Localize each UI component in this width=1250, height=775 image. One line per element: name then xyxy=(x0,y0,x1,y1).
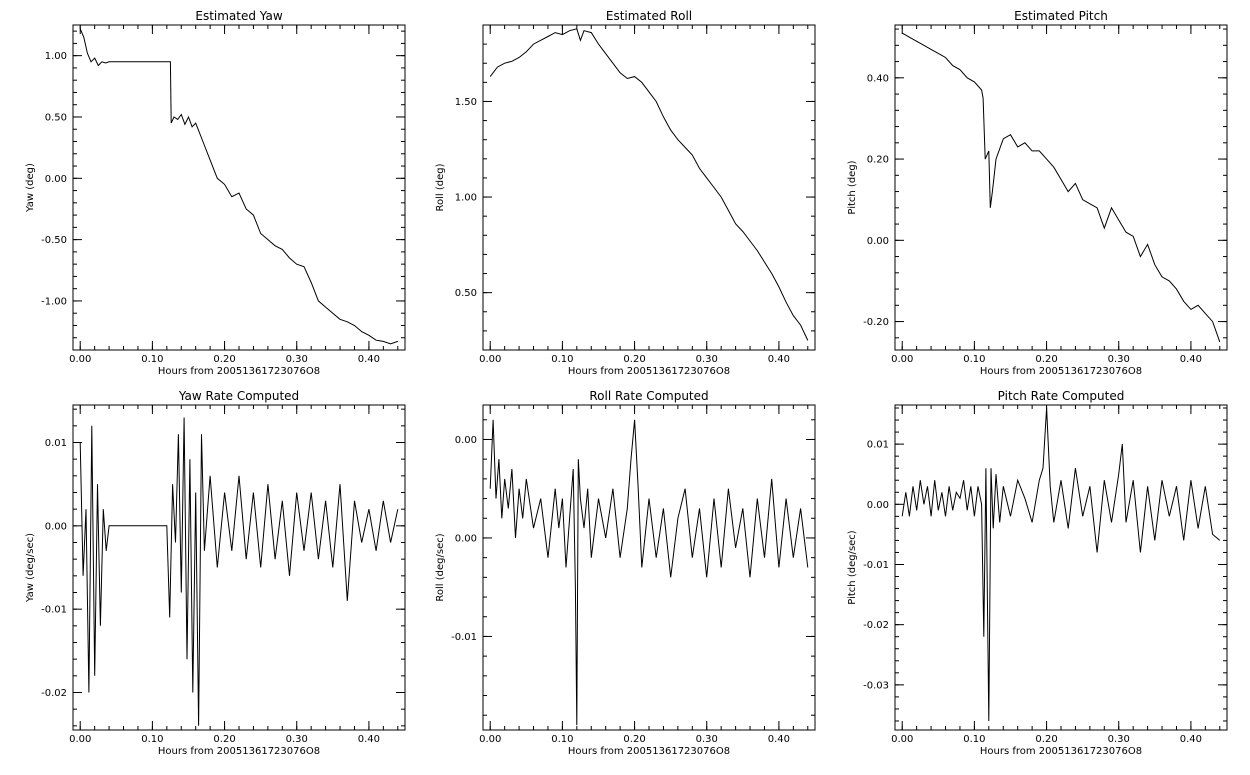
x-tick-label: 0.30 xyxy=(696,354,718,365)
y-tick-label: 0.00 xyxy=(455,533,477,544)
x-tick-label: 0.10 xyxy=(551,734,573,745)
plot-frame xyxy=(894,24,1228,351)
y-tick-label: -0.03 xyxy=(863,680,889,691)
plot-frame xyxy=(482,24,816,351)
x-tick-label: 0.10 xyxy=(963,354,985,365)
y-tick-label: 0.40 xyxy=(867,73,889,84)
y-tick-label: 0.00 xyxy=(45,174,67,185)
x-tick-label: 0.10 xyxy=(141,734,163,745)
plot-title: Estimated Roll xyxy=(606,9,692,23)
series-line xyxy=(489,419,809,726)
subplot-2: 0.00 0.10 0.20 0.30 0.40 0.50 1.00 1.50 Estimate… xyxy=(435,9,816,377)
subplot-6: 0.00 0.10 0.20 0.30 0.40 -0.03 -0.02 -0.01 0.00 0… xyxy=(847,389,1228,757)
x-tick-label: 0.30 xyxy=(696,734,718,745)
x-tick-label: 0.40 xyxy=(1180,734,1202,745)
x-tick-label: 0.00 xyxy=(479,734,501,745)
plot-frame xyxy=(894,404,1228,731)
y-tick-label: -0.50 xyxy=(41,235,67,246)
x-tick-label: 0.20 xyxy=(623,734,645,745)
y-axis-label: Pitch (deg/sec) xyxy=(847,530,858,605)
plot-frame xyxy=(72,404,406,731)
y-tick-label: 1.00 xyxy=(455,193,477,204)
plot-title: Estimated Yaw xyxy=(195,9,282,23)
x-tick-label: 0.00 xyxy=(891,734,913,745)
y-tick-label: -0.02 xyxy=(863,620,889,631)
subplot-1: 0.00 0.10 0.20 0.30 0.40 -1.00 -0.50 0.00 0.50 1.… xyxy=(25,9,406,377)
x-axis-label: Hours from 20051361723076O8 xyxy=(980,366,1142,377)
plot-title: Yaw Rate Computed xyxy=(178,389,299,403)
series-line xyxy=(489,28,809,341)
x-tick-label: 0.30 xyxy=(1108,354,1130,365)
x-tick-label: 0.30 xyxy=(286,734,308,745)
x-tick-label: 0.30 xyxy=(1108,734,1130,745)
y-tick-label: 0.00 xyxy=(867,500,889,511)
y-tick-label: 0.01 xyxy=(867,440,889,451)
y-tick-label: -0.01 xyxy=(451,632,477,643)
subplot-4: 0.00 0.10 0.20 0.30 0.40 -0.02 -0.01 0.00 0.01 Ya… xyxy=(25,389,406,757)
x-tick-label: 0.40 xyxy=(358,354,380,365)
y-tick-label: 0.01 xyxy=(45,438,67,449)
plot-title: Roll Rate Computed xyxy=(589,389,708,403)
subplot-3: 0.00 0.10 0.20 0.30 0.40 -0.20 0.00 0.20 0.40 Est… xyxy=(847,9,1228,377)
y-axis-label: Roll (deg/sec) xyxy=(435,533,446,601)
x-tick-label: 0.40 xyxy=(768,734,790,745)
y-tick-label: 0.00 xyxy=(455,435,477,446)
plot-title: Pitch Rate Computed xyxy=(998,389,1125,403)
x-axis-label: Hours from 20051361723076O8 xyxy=(158,746,320,757)
y-tick-label: -1.00 xyxy=(41,296,67,307)
y-tick-label: 0.00 xyxy=(867,236,889,247)
x-tick-label: 0.40 xyxy=(768,354,790,365)
x-tick-label: 0.40 xyxy=(1180,354,1202,365)
y-axis-label: Roll (deg) xyxy=(435,163,446,211)
x-tick-label: 0.00 xyxy=(479,354,501,365)
y-tick-label: -0.20 xyxy=(863,317,889,328)
y-tick-label: -0.01 xyxy=(863,560,889,571)
series-line xyxy=(901,32,1221,343)
x-tick-label: 0.10 xyxy=(551,354,573,365)
y-tick-label: 0.50 xyxy=(45,112,67,123)
x-tick-label: 0.20 xyxy=(213,354,235,365)
y-tick-label: 0.00 xyxy=(45,521,67,532)
y-tick-label: 1.00 xyxy=(45,51,67,62)
y-tick-label: 1.50 xyxy=(455,97,477,108)
plot-title: Estimated Pitch xyxy=(1014,9,1108,23)
series-line xyxy=(79,417,399,726)
y-tick-label: -0.01 xyxy=(41,605,67,616)
plot-frame xyxy=(72,24,406,351)
plot-frame xyxy=(482,404,816,731)
x-axis-label: Hours from 20051361723076O8 xyxy=(980,746,1142,757)
x-tick-label: 0.40 xyxy=(358,734,380,745)
x-axis-label: Hours from 20051361723076O8 xyxy=(568,366,730,377)
x-axis-label: Hours from 20051361723076O8 xyxy=(158,366,320,377)
series-line xyxy=(901,407,1221,722)
x-tick-label: 0.20 xyxy=(213,734,235,745)
x-tick-label: 0.00 xyxy=(69,734,91,745)
series-line xyxy=(79,28,398,345)
x-tick-label: 0.10 xyxy=(963,734,985,745)
x-tick-label: 0.00 xyxy=(69,354,91,365)
x-tick-label: 0.30 xyxy=(286,354,308,365)
x-tick-label: 0.20 xyxy=(1035,354,1057,365)
x-axis-label: Hours from 20051361723076O8 xyxy=(568,746,730,757)
x-tick-label: 0.20 xyxy=(623,354,645,365)
y-tick-label: -0.02 xyxy=(41,688,67,699)
x-tick-label: 0.10 xyxy=(141,354,163,365)
y-axis-label: Yaw (deg/sec) xyxy=(25,533,36,603)
y-tick-label: 0.50 xyxy=(455,288,477,299)
y-axis-label: Yaw (deg) xyxy=(25,163,36,213)
subplot-5: 0.00 0.10 0.20 0.30 0.40 -0.01 0.00 0.00 Roll Ra… xyxy=(435,389,816,757)
x-tick-label: 0.00 xyxy=(891,354,913,365)
x-tick-label: 0.20 xyxy=(1035,734,1057,745)
y-axis-label: Pitch (deg) xyxy=(847,160,858,214)
y-tick-label: 0.20 xyxy=(867,155,889,166)
